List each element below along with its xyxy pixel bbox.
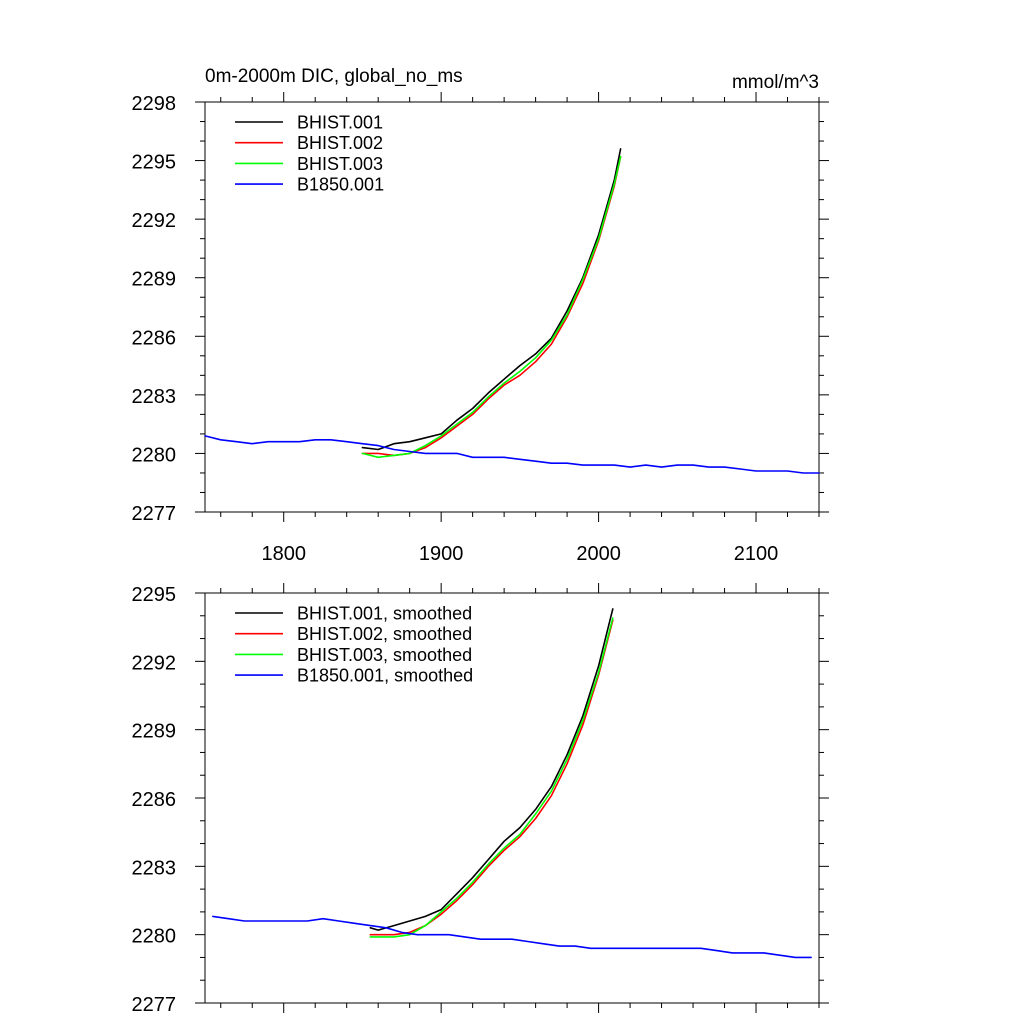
chart-1-x-tick-label: 1800 [261, 543, 306, 565]
chart-2-y-tick-label: 2286 [132, 789, 177, 811]
chart-2-y-tick-label: 2292 [132, 652, 177, 674]
chart-2-y-tick-label: 2289 [132, 721, 177, 743]
chart-1-y-tick-label: 2289 [132, 269, 177, 291]
chart-1-x-tick-label: 2000 [576, 543, 621, 565]
chart-2-legend-label: BHIST.002, smoothed [297, 624, 472, 644]
chart-1-y-tick-label: 2277 [132, 503, 177, 525]
chart-1-title: 0m-2000m DIC, global_no_ms [205, 66, 463, 87]
chart-1-x-tick-label: 2100 [734, 543, 779, 565]
chart-2-panel: 2277 2280 2283 2286 2289 2292 2295 BHIST.001, s… [132, 583, 829, 1016]
chart-1-y-tick-label: 2283 [132, 386, 177, 408]
chart-1-series-line-bhist-001 [361, 148, 622, 451]
chart-1-y-tick-label: 2286 [132, 327, 177, 349]
chart-1-y-tick-label: 2292 [132, 210, 177, 232]
chart-1-legend-label: BHIST.002 [297, 133, 383, 153]
chart-2-y-tick-label: 2283 [132, 857, 177, 879]
chart-1-legend-label: BHIST.001 [297, 113, 383, 133]
chart-1-y-tick-label: 2280 [132, 444, 177, 466]
chart-2-y-tick-label: 2280 [132, 926, 177, 948]
chart-1-y-tick-label: 2295 [132, 152, 177, 174]
chart-2-legend-label: BHIST.003, smoothed [297, 645, 472, 665]
chart-2-series-line-bhist-003-smoothed [369, 617, 614, 938]
chart-1-series-line-b1850-001 [204, 435, 820, 474]
chart-2-y-tick-label: 2277 [132, 994, 177, 1016]
chart-1-units-label: mmol/m^3 [732, 72, 819, 93]
chart-2-series-line-bhist-001-smoothed [369, 608, 614, 931]
chart-2-legend-label: BHIST.001, smoothed [297, 604, 472, 624]
chart-1-legend-label: B1850.001 [297, 175, 384, 195]
chart-2-series-line-b1850-001-smoothed [212, 915, 812, 959]
chart-1-legend-label: BHIST.003 [297, 154, 383, 174]
chart-2-legend-label: B1850.001, smoothed [297, 666, 473, 686]
chart-1-series-line-bhist-003 [361, 155, 622, 459]
chart-1-plot-frame [204, 101, 820, 513]
chart-2-y-tick-label: 2295 [132, 584, 177, 606]
chart-1-y-tick-label: 2298 [132, 93, 177, 115]
chart-1-x-tick-label: 1900 [419, 543, 464, 565]
chart-1-series-line-bhist-002 [361, 155, 622, 457]
chart-1-panel: 2277 2280 2283 2286 2289 2292 2295 2298 1800 1900… [132, 66, 829, 565]
